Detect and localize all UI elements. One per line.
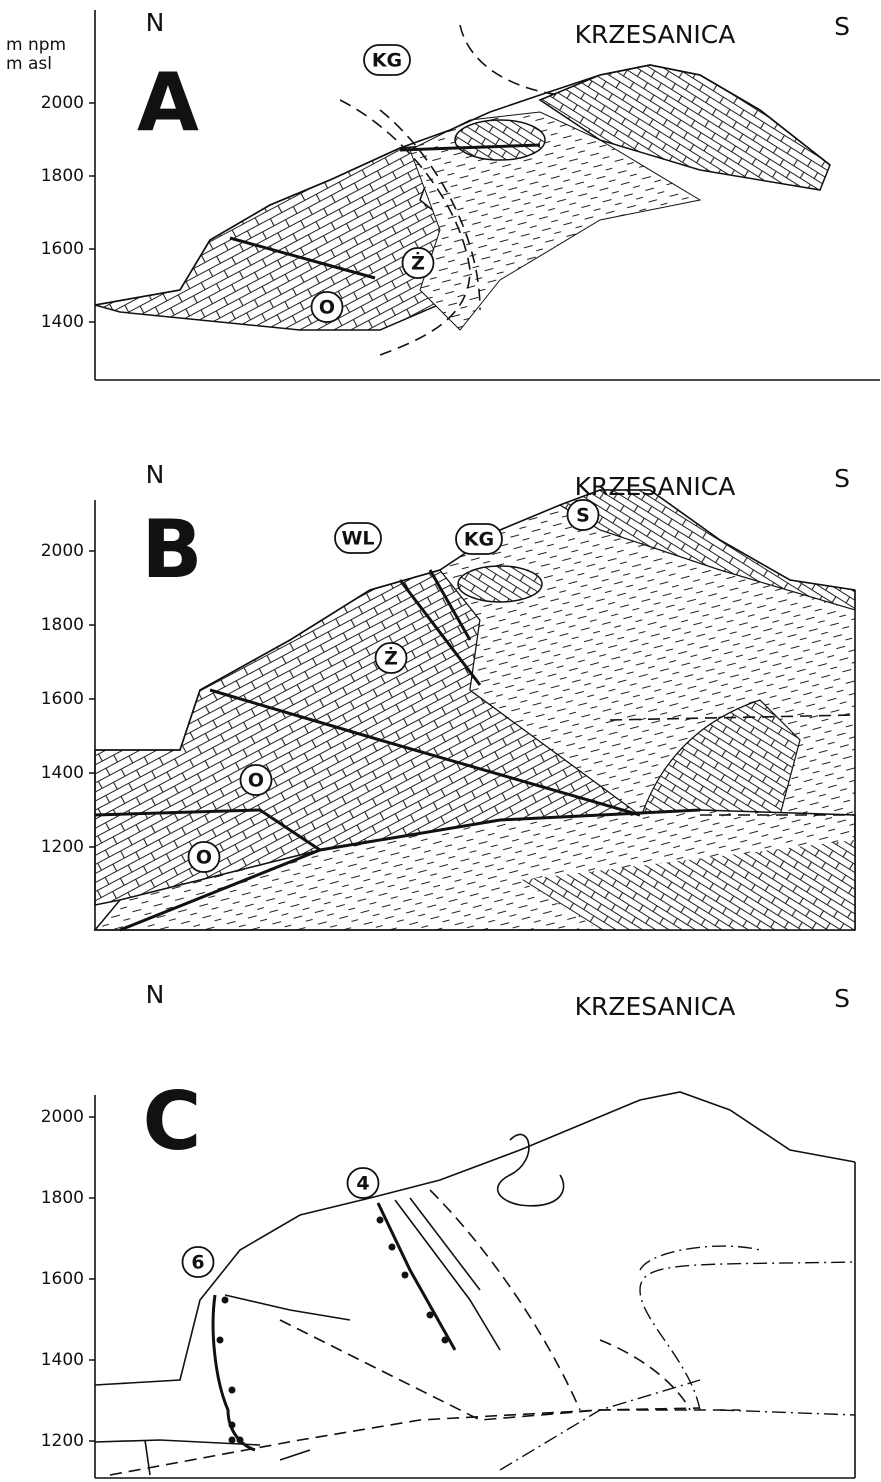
- unit-label: KG: [464, 529, 494, 551]
- north-label: N: [146, 460, 165, 489]
- tick-label: 1600: [41, 1269, 84, 1289]
- north-label: N: [146, 8, 165, 37]
- north-label: N: [146, 980, 165, 1009]
- sample-dots: [217, 1217, 449, 1444]
- axis-label: m npm: [6, 35, 66, 55]
- section-panel: 2000 1800 1600 1400 1200 N KRZESANICA S C 4 6: [41, 980, 855, 1478]
- tick-label: 2000: [41, 93, 84, 113]
- section-title: KRZESANICA: [575, 472, 736, 501]
- unit-label: Ż: [384, 646, 398, 670]
- unit-label: 6: [191, 1252, 204, 1274]
- south-label: S: [834, 984, 850, 1013]
- south-label: S: [834, 12, 850, 41]
- south-label: S: [834, 464, 850, 493]
- unit-label: Ż: [411, 251, 425, 275]
- tick-label: 1400: [41, 312, 84, 332]
- tick-label: 1800: [41, 1188, 84, 1208]
- unit-label: O: [319, 297, 335, 319]
- tick-label: 1200: [41, 837, 84, 857]
- unit-label: WL: [341, 528, 374, 550]
- section-title: KRZESANICA: [575, 20, 736, 49]
- section-a-geology: [95, 25, 830, 355]
- tick-label: 1600: [41, 689, 84, 709]
- tick-label: 1200: [41, 1431, 84, 1451]
- tick-label: 1800: [41, 166, 84, 186]
- axis-label: m asl: [6, 54, 52, 74]
- section-title: KRZESANICA: [575, 992, 736, 1021]
- panel-letter: B: [142, 503, 203, 596]
- unit-label: O: [196, 847, 212, 869]
- unit-label: S: [576, 505, 590, 527]
- unit-label: O: [248, 770, 264, 792]
- section-c-geology: [95, 1092, 855, 1475]
- tick-label: 2000: [41, 1107, 84, 1127]
- tick-label: 1600: [41, 239, 84, 259]
- panel-letter: A: [137, 56, 199, 149]
- unit-label: 4: [356, 1173, 369, 1195]
- cross-sections: m npm m asl 2000 1800 1600 1400 N KRZESANICA S…: [0, 0, 881, 1482]
- unit-label: KG: [372, 50, 402, 72]
- tick-label: 2000: [41, 541, 84, 561]
- tick-label: 1400: [41, 763, 84, 783]
- panel-letter: C: [143, 1075, 202, 1168]
- tick-label: 1400: [41, 1350, 84, 1370]
- tick-label: 1800: [41, 615, 84, 635]
